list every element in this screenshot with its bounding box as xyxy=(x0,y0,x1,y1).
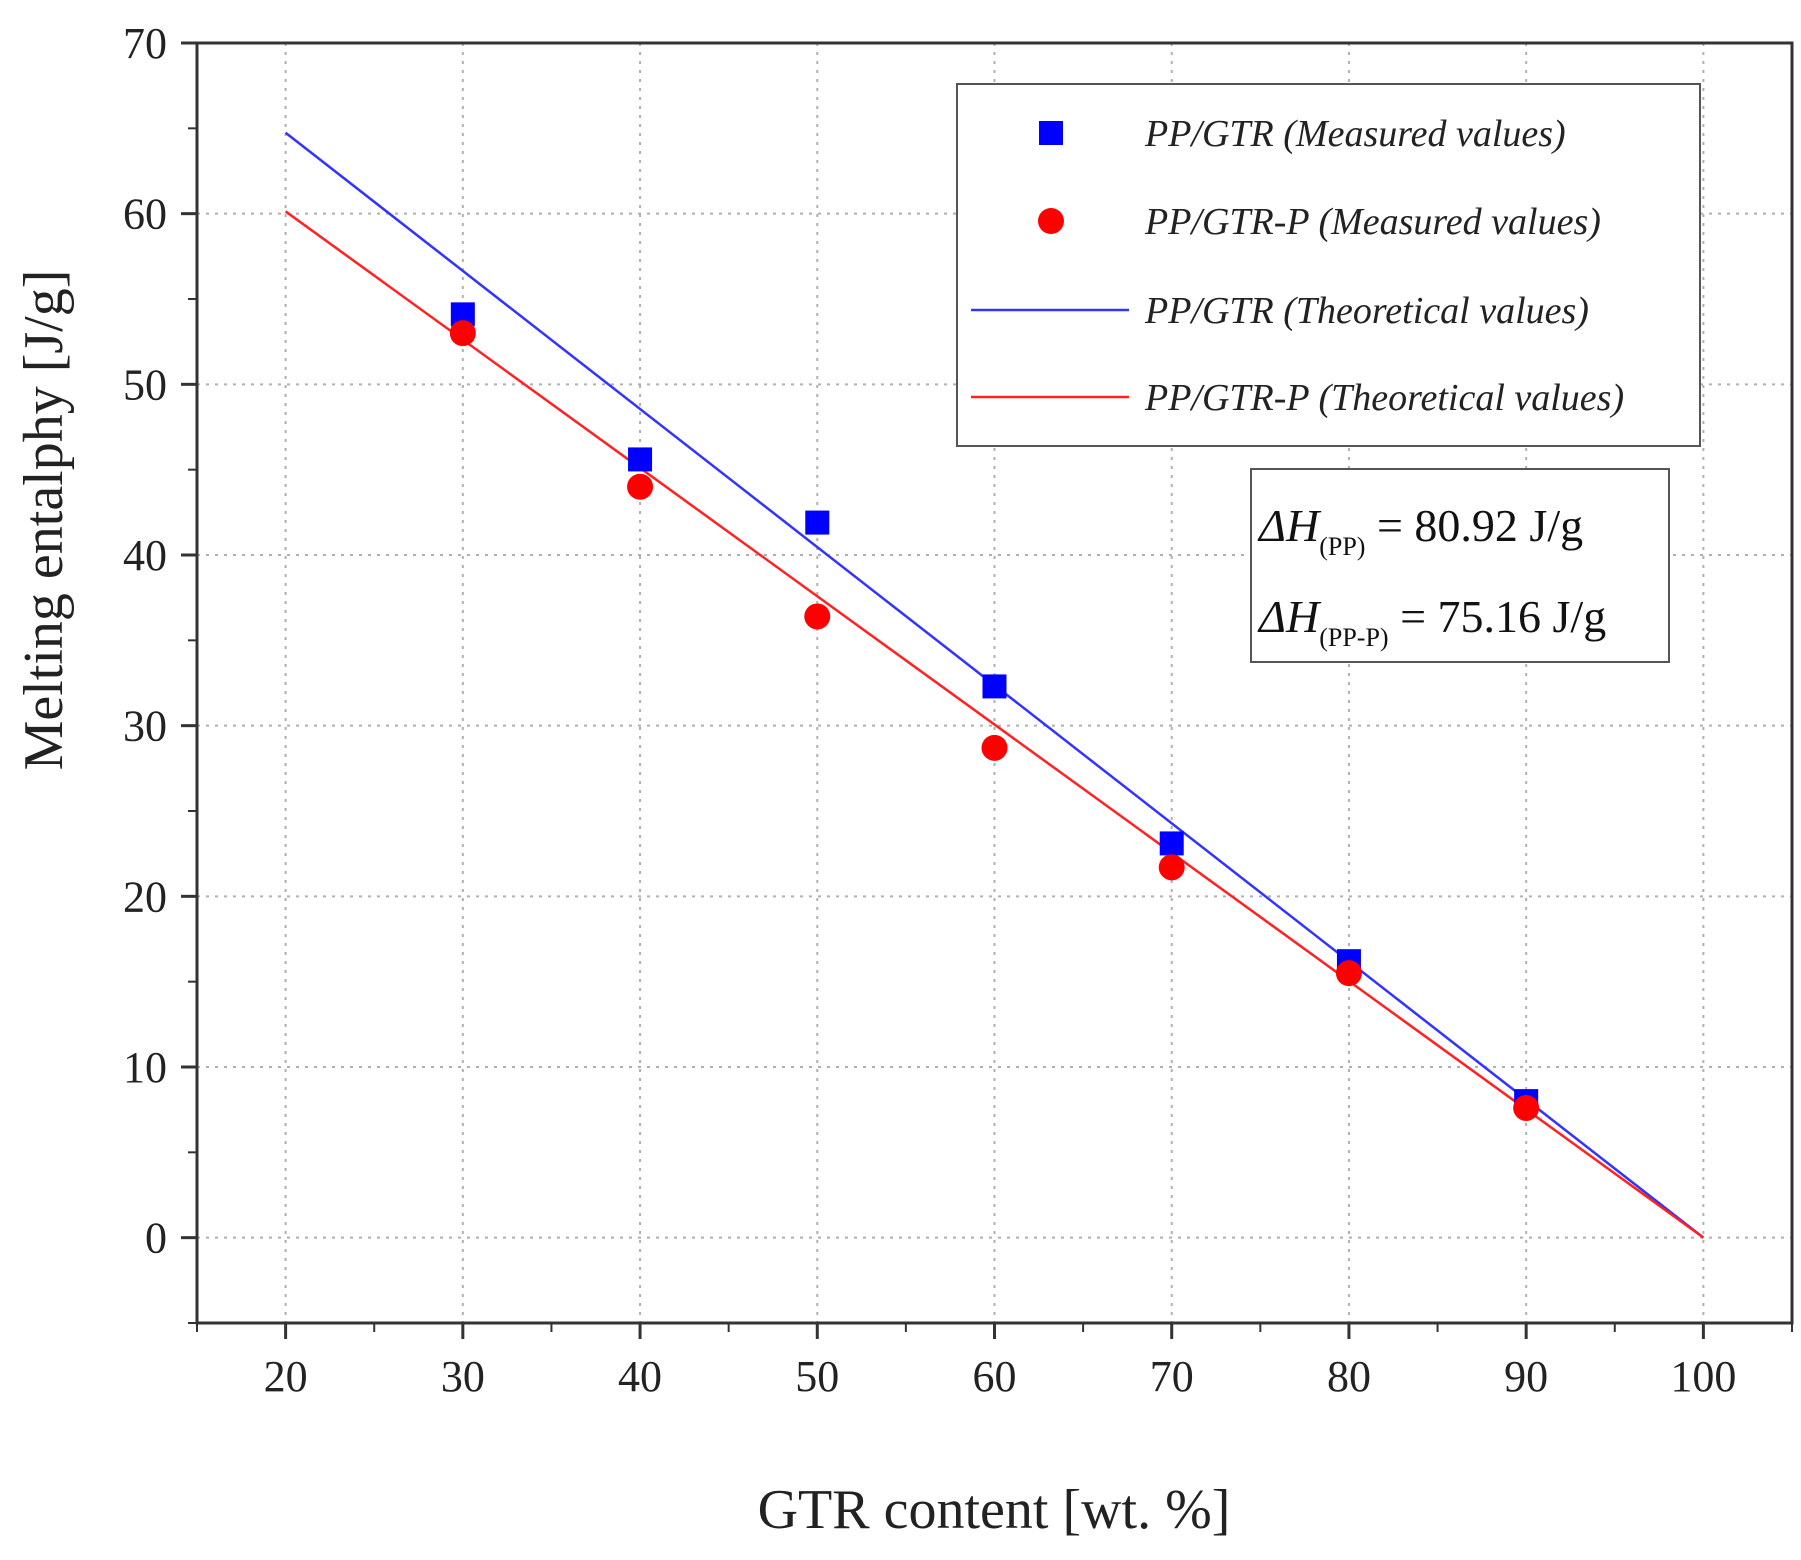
annotation-pp-value: = 80.92 J/g xyxy=(1365,500,1583,551)
data-point-square xyxy=(982,674,1007,699)
legend: PP/GTR (Measured values) PP/GTR-P (Measur… xyxy=(956,83,1701,447)
x-tick-label: 30 xyxy=(441,1352,485,1401)
x-tick-label: 100 xyxy=(1670,1352,1736,1401)
data-point-circle xyxy=(981,734,1008,761)
axis-ticks: 20 30 40 50 60 70 80 90 100 0 10 20 30 40 50 60 70 xyxy=(123,19,1793,1401)
annotation-box xyxy=(1250,468,1670,663)
y-tick-label: 60 xyxy=(123,190,167,239)
legend-items: PP/GTR (Measured values) PP/GTR-P (Measur… xyxy=(971,113,1624,419)
annotation-line-pp: ΔH(PP) = 80.92 J/g xyxy=(1257,500,1583,561)
legend-marker-circle xyxy=(1038,208,1064,234)
data-point-circle xyxy=(1335,960,1362,987)
data-point-square xyxy=(1159,831,1184,856)
annotation-ppp-subscript: (PP-P) xyxy=(1319,623,1388,652)
x-tick-label: 90 xyxy=(1504,1352,1548,1401)
data-point-circle xyxy=(449,320,476,347)
y-tick-label: 20 xyxy=(123,872,167,921)
x-tick-label: 20 xyxy=(264,1352,308,1401)
data-point-circle xyxy=(1513,1094,1540,1121)
legend-label: PP/GTR-P (Theoretical values) xyxy=(1144,377,1624,419)
enthalpy-annotation: ΔH(PP) = 80.92 J/g ΔH(PP-P) = 75.16 J/g xyxy=(1250,468,1670,663)
annotation-pp-subscript: (PP) xyxy=(1319,532,1365,561)
x-tick-label: 60 xyxy=(973,1352,1017,1401)
y-tick-label: 40 xyxy=(123,531,167,580)
data-point-circle xyxy=(627,473,654,500)
y-tick-label: 30 xyxy=(123,702,167,751)
legend-label: PP/GTR (Measured values) xyxy=(1144,113,1566,155)
series-layer xyxy=(284,131,1705,1239)
legend-label: PP/GTR (Theoretical values) xyxy=(1144,290,1589,332)
x-tick-label: 70 xyxy=(1150,1352,1194,1401)
y-tick-label: 70 xyxy=(123,19,167,68)
y-axis-title: Melting entalphy [J/g] xyxy=(13,270,75,771)
legend-marker-square xyxy=(1039,121,1063,145)
data-point-square xyxy=(628,447,653,472)
x-axis-title: GTR content [wt. %] xyxy=(758,1479,1231,1541)
annotation-line-ppp: ΔH(PP-P) = 75.16 J/g xyxy=(1257,591,1606,652)
annotation-pp-symbol: ΔH xyxy=(1257,500,1322,551)
annotation-ppp-value: = 75.16 J/g xyxy=(1389,591,1607,642)
y-tick-label: 50 xyxy=(123,360,167,409)
legend-box xyxy=(956,83,1701,447)
x-tick-label: 40 xyxy=(618,1352,662,1401)
data-point-circle xyxy=(804,603,831,630)
x-tick-label: 80 xyxy=(1327,1352,1371,1401)
annotation-ppp-symbol: ΔH xyxy=(1257,591,1322,642)
theory-line xyxy=(284,210,1705,1239)
y-tick-label: 10 xyxy=(123,1043,167,1092)
x-tick-label: 50 xyxy=(795,1352,839,1401)
data-point-square xyxy=(805,510,830,535)
y-tick-label: 0 xyxy=(145,1214,167,1263)
legend-label: PP/GTR-P (Measured values) xyxy=(1144,201,1601,243)
data-point-circle xyxy=(1158,854,1185,881)
